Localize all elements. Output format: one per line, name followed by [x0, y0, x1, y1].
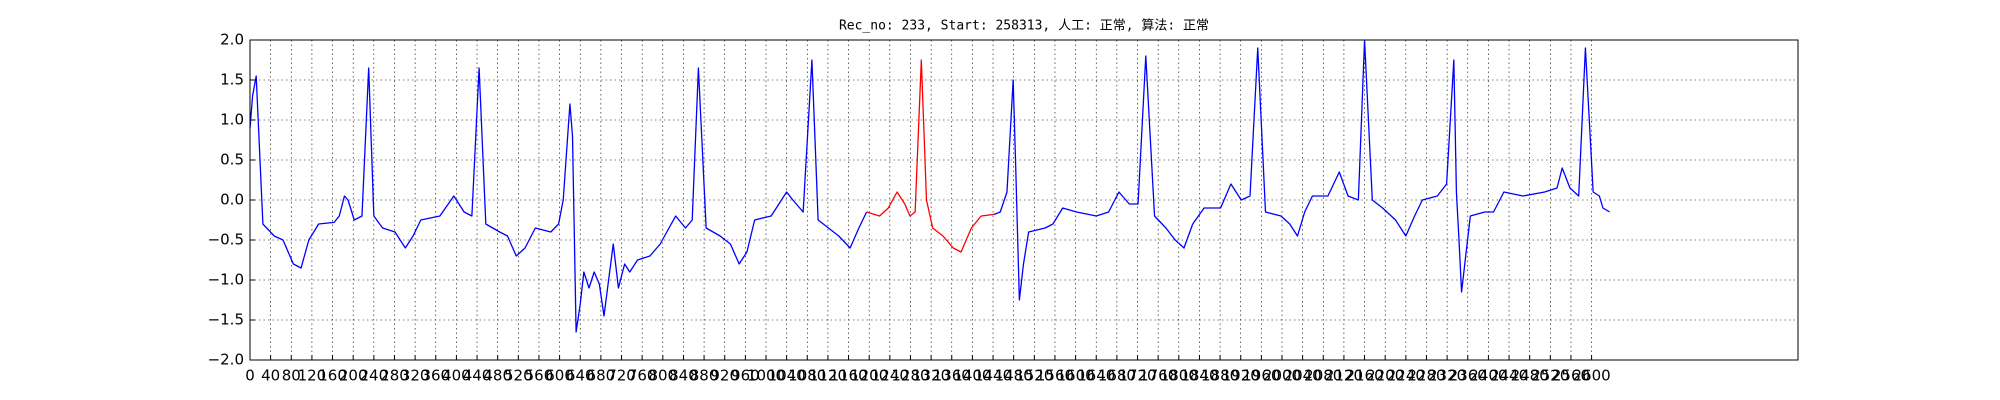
y-tick-label: 0.0: [220, 191, 244, 209]
x-tick-label: 1760: [1139, 367, 1177, 385]
x-tick-label: 1280: [891, 367, 929, 385]
x-tick-label: 320: [401, 367, 430, 385]
x-tick-label: 2280: [1407, 367, 1445, 385]
x-tick-label: 1440: [974, 367, 1012, 385]
y-tick-label: 0.5: [220, 151, 244, 169]
x-tick-label: 1680: [1098, 367, 1136, 385]
plot-frame: [249, 39, 1799, 361]
x-tick-label: 160: [318, 367, 347, 385]
x-tick-label: 80: [282, 367, 301, 385]
x-tick-label: 1720: [1118, 367, 1156, 385]
x-tick-label: 1520: [1015, 367, 1053, 385]
x-tick-label: 1960: [1242, 367, 1280, 385]
x-tick-label: 1200: [850, 367, 888, 385]
x-tick-label: 2320: [1428, 367, 1466, 385]
x-tick-label: 2360: [1449, 367, 1487, 385]
y-tick-label: −0.5: [208, 231, 244, 249]
x-tick-label: 2560: [1552, 367, 1590, 385]
x-tick-label: 1560: [1036, 367, 1074, 385]
x-tick-label: 200: [339, 367, 368, 385]
x-tick-label: 2080: [1304, 367, 1342, 385]
x-tick-label: 2600: [1573, 367, 1611, 385]
line-series: [249, 39, 1610, 333]
x-tick-label: 1800: [1160, 367, 1198, 385]
x-tick-label: 1240: [871, 367, 909, 385]
x-tick-label: 720: [607, 367, 636, 385]
y-tick-label: −2.0: [208, 351, 244, 369]
x-tick-label: 2480: [1511, 367, 1549, 385]
x-tick-label: 960: [731, 367, 760, 385]
x-tick-label: 1080: [788, 367, 826, 385]
x-tick-label: 0: [245, 367, 255, 385]
x-tick-label: 1400: [953, 367, 991, 385]
x-tick-label: 1320: [912, 367, 950, 385]
x-tick-label: 920: [710, 367, 739, 385]
x-tick-label: 400: [442, 367, 471, 385]
x-tick-label: 2240: [1387, 367, 1425, 385]
x-tick-label: 880: [690, 367, 719, 385]
x-tick-label: 1920: [1222, 367, 1260, 385]
x-tick-label: 2000: [1263, 367, 1301, 385]
x-tick-label: 560: [525, 367, 554, 385]
y-tick-label: −1.0: [208, 271, 244, 289]
x-tick-label: 2160: [1345, 367, 1383, 385]
x-tick-label: 2120: [1325, 367, 1363, 385]
x-tick-label: 680: [587, 367, 616, 385]
x-tick-label: 520: [504, 367, 533, 385]
y-tick-label: 1.5: [220, 71, 244, 89]
x-tick-label: 1480: [995, 367, 1033, 385]
chart-title: Rec_no: 233, Start: 258313, 人工: 正常, 算法: …: [839, 19, 1209, 34]
x-tick-label: 360: [421, 367, 450, 385]
x-tick-label: 120: [298, 367, 327, 385]
x-tick-label: 480: [483, 367, 512, 385]
x-tick-label: 600: [545, 367, 574, 385]
x-tick-label: 1880: [1201, 367, 1239, 385]
y-tick-label: 1.0: [220, 111, 244, 129]
x-tick-label: 1040: [768, 367, 806, 385]
x-tick-label: 640: [566, 367, 595, 385]
x-tick-label: 2200: [1366, 367, 1404, 385]
y-tick-label: −1.5: [208, 311, 244, 329]
x-tick-label: 1600: [1057, 367, 1095, 385]
x-tick-label: 1640: [1077, 367, 1115, 385]
x-tick-label: 240: [360, 367, 389, 385]
x-tick-label: 2040: [1284, 367, 1322, 385]
x-tick-label: 2440: [1490, 367, 1528, 385]
x-tick-label: 440: [463, 367, 492, 385]
y-tick-label: 2.0: [220, 31, 244, 49]
x-tick-label: 2400: [1469, 367, 1507, 385]
x-tick-label: 1000: [747, 367, 785, 385]
x-tick-label: 40: [261, 367, 280, 385]
x-tick-label: 1120: [809, 367, 847, 385]
x-tick-label: 760: [628, 367, 657, 385]
x-tick-label: 1840: [1180, 367, 1218, 385]
line-series: [866, 59, 995, 253]
x-tick-label: 1360: [933, 367, 971, 385]
x-tick-label: 280: [380, 367, 409, 385]
x-tick-label: 840: [669, 367, 698, 385]
x-tick-label: 800: [648, 367, 677, 385]
x-tick-label: 1160: [829, 367, 867, 385]
x-tick-label: 2520: [1531, 367, 1569, 385]
